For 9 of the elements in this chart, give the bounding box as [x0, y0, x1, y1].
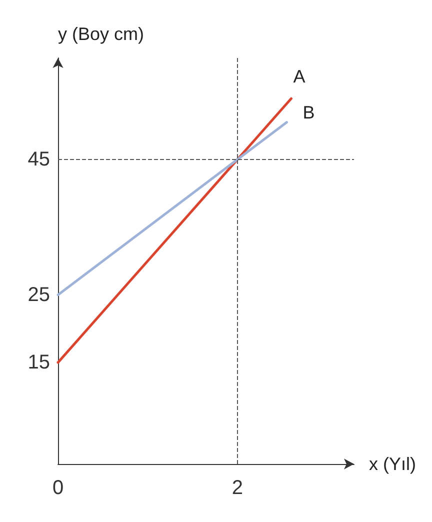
series-label: B — [302, 102, 315, 122]
series-label: A — [293, 66, 306, 87]
x-tick-label: 2 — [232, 477, 243, 499]
x-axis-title: x (Yıl) — [369, 454, 416, 474]
y-axis-title: y (Boy cm) — [58, 24, 144, 44]
y-tick-label: 15 — [28, 352, 50, 374]
x-tick-label: 0 — [52, 477, 64, 499]
y-tick-label: 45 — [28, 148, 50, 170]
y-tick-label: 25 — [28, 284, 50, 306]
